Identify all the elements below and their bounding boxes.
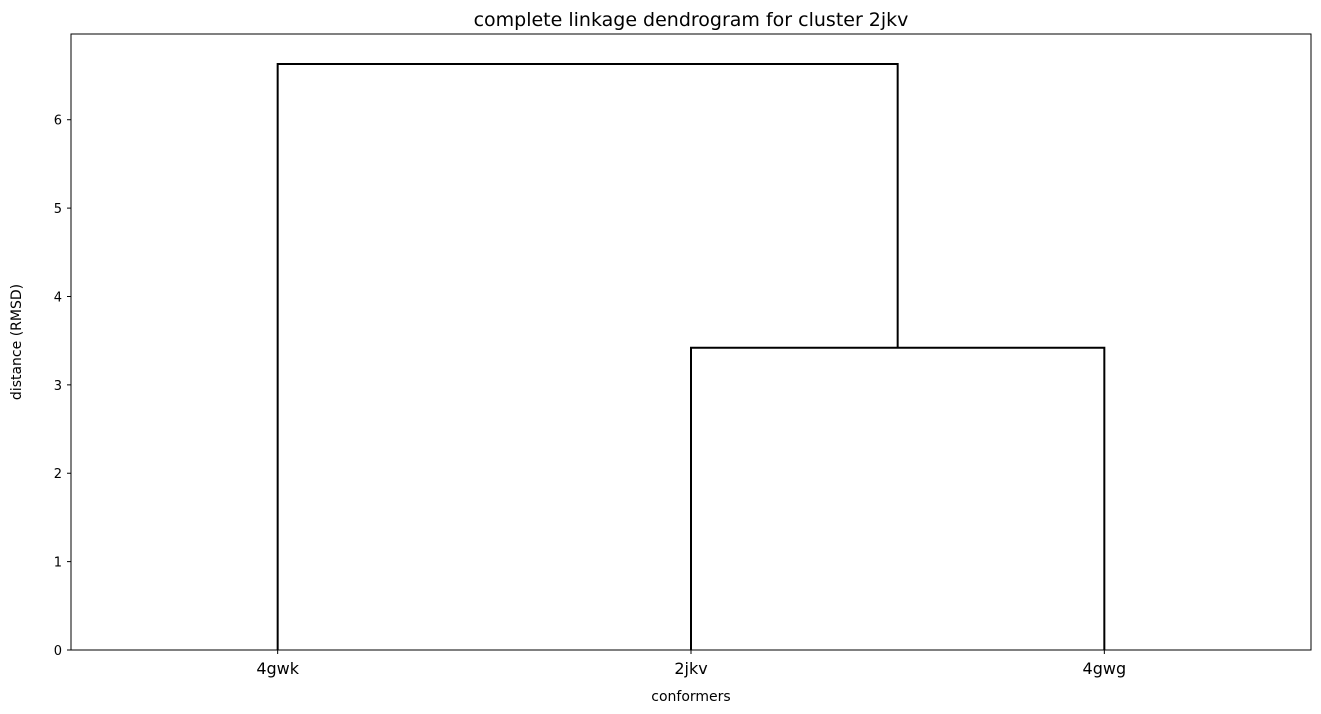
y-tick-label: 0 bbox=[54, 644, 62, 659]
dendrogram-link-2 bbox=[276, 63, 899, 650]
y-axis-label: distance (RMSD) bbox=[9, 284, 25, 400]
x-tick-label-2jkv: 2jkv bbox=[674, 659, 707, 678]
x-axis-label: conformers bbox=[651, 689, 730, 705]
y-tick-label: 1 bbox=[54, 556, 62, 571]
y-tick-label: 4 bbox=[54, 290, 62, 305]
y-axis-ticks: 0 1 2 3 4 5 6 bbox=[54, 114, 71, 659]
y-tick-label: 6 bbox=[54, 114, 62, 129]
dendrogram-link-1 bbox=[690, 346, 1106, 650]
y-tick-label: 2 bbox=[54, 467, 62, 482]
dendrogram-links bbox=[276, 63, 1106, 650]
y-tick-label: 5 bbox=[54, 202, 62, 217]
y-tick-label: 3 bbox=[54, 379, 62, 394]
chart-title: complete linkage dendrogram for cluster … bbox=[474, 9, 909, 31]
x-tick-label-4gwk: 4gwk bbox=[256, 659, 299, 678]
x-axis-ticks: 4gwk 2jkv 4gwg bbox=[256, 650, 1126, 678]
x-tick-label-4gwg: 4gwg bbox=[1083, 659, 1127, 678]
